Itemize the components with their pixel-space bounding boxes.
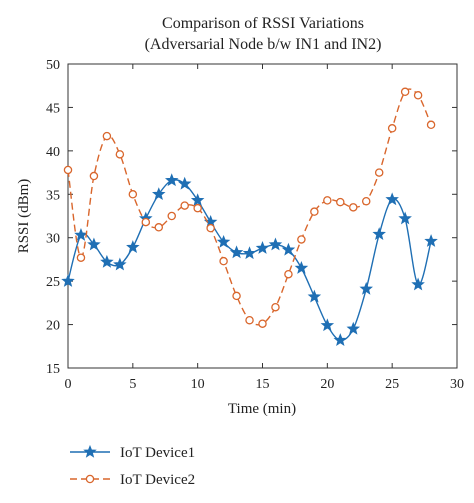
series-2-point [193,203,202,213]
series-1-point [294,261,309,274]
x-tick-label: 20 [320,377,334,392]
series-1 [61,173,438,346]
legend-item: IoT Device1 [70,444,195,461]
series-1-point [87,237,101,251]
legend-marker [85,474,95,484]
x-tick-label: 5 [129,377,136,392]
series-2-point [413,91,423,100]
legend-label: IoT Device1 [120,445,195,461]
series-2-point [141,217,151,227]
series-1-point [255,241,270,254]
series-1-point [113,257,127,271]
y-axis-ticks: 15 20 25 30 35 40 45 50 [46,58,457,377]
y-tick-label: 45 [46,101,60,116]
series-2-point [400,87,410,97]
y-axis-label: RSSI (dBm) [16,179,32,254]
series-1-point [372,227,386,240]
series-layer [61,87,438,346]
series-1-point [385,192,399,206]
legend: IoT Device1 IoT Device2 [70,444,195,488]
series-1-point [177,176,192,190]
series-1-point [100,254,114,268]
chart-subtitle: (Adversarial Node b/w IN1 and IN2) [145,36,382,53]
series-1-point [229,245,244,259]
legend-marker [83,444,97,458]
series-1-point [359,281,373,295]
x-tick-label: 0 [65,377,72,392]
series-2-point [219,256,228,266]
legend-label: IoT Device2 [120,472,195,488]
series-2 [63,87,436,328]
x-axis-ticks: 0 5 10 15 20 25 30 [65,64,464,392]
x-tick-label: 25 [385,377,399,392]
series-1-point [152,187,166,201]
series-1-point [398,211,412,225]
series-2-point [349,203,358,212]
series-1-point [307,289,322,303]
series-2-point [387,124,397,133]
series-1-point [190,193,205,207]
x-axis-label: Time (min) [228,401,296,417]
legend-item: IoT Device2 [70,472,195,488]
series-1-point [268,237,283,251]
series-1-point [320,318,335,332]
series-2-point [336,197,345,207]
series-2-point [89,171,99,181]
series-2-point [297,235,306,244]
x-tick-label: 30 [450,377,464,392]
x-tick-label: 15 [256,377,270,392]
x-tick-label: 10 [191,377,205,392]
series-1-point [74,228,88,241]
y-tick-label: 40 [46,145,60,160]
series-2-point [426,120,436,130]
series-2-point [206,223,215,233]
series-2-point [154,223,164,232]
series-1-point [424,234,438,247]
series-2-point [167,211,176,221]
series-2-point [180,201,189,210]
series-2-point [361,196,371,206]
series-2-point [258,319,267,328]
series-2-line [67,88,432,326]
y-tick-label: 30 [46,232,60,247]
y-tick-label: 25 [46,275,60,290]
series-2-point [102,131,112,141]
y-tick-label: 35 [46,188,60,203]
series-2-point [232,291,241,301]
series-2-point [245,315,254,325]
y-tick-label: 50 [46,58,60,73]
series-1-point [333,333,348,346]
series-2-point [271,302,280,312]
chart-title: Comparison of RSSI Variations [162,15,364,32]
series-2-point [323,196,332,205]
series-1-point [281,242,296,256]
y-tick-label: 15 [46,362,60,377]
series-1-point [164,173,179,187]
series-2-point [115,150,125,159]
series-1-point [216,234,231,248]
series-2-point [284,269,293,279]
series-1-point [346,321,361,335]
series-1-point [126,240,140,254]
series-2-point [76,253,86,262]
y-tick-label: 20 [46,319,60,334]
series-2-point [128,190,138,199]
series-2-point [63,165,73,175]
series-2-point [374,168,384,177]
series-2-point [310,207,319,216]
series-1-point [61,274,75,287]
series-1-point [411,277,425,291]
series-1-point [242,246,257,260]
